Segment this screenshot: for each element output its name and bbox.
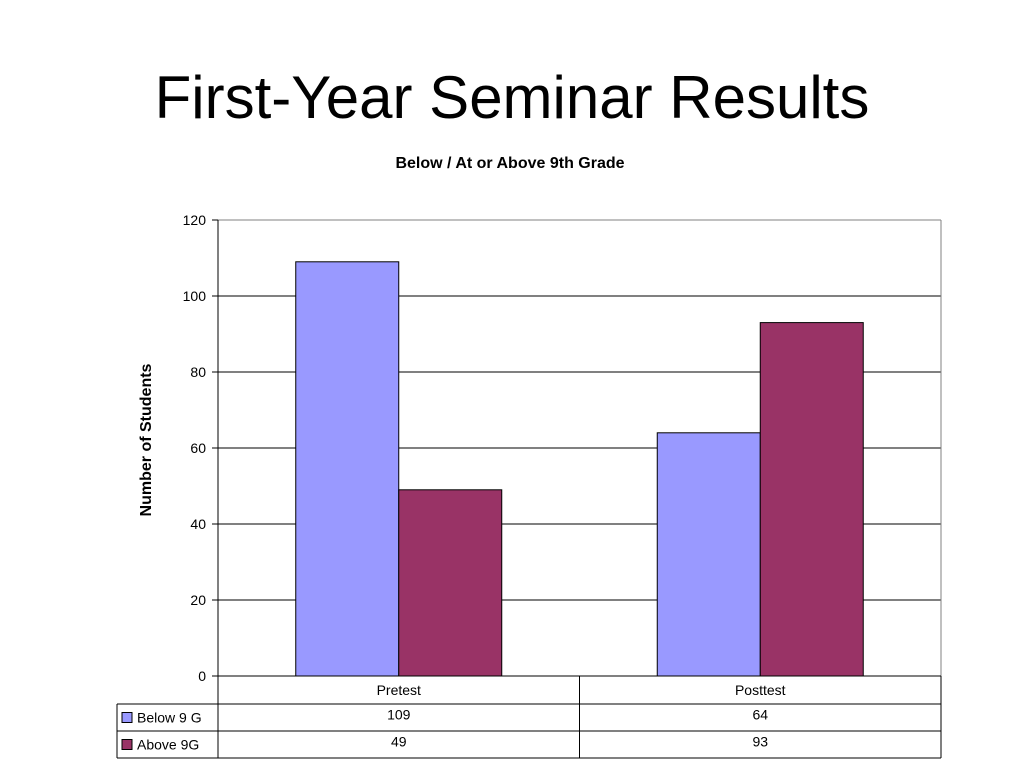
bar: [398, 489, 503, 677]
plot-area: 0 20 40 60 80 100 120: [183, 212, 942, 684]
y-tick-label: 120: [183, 212, 207, 228]
table-category-header: Posttest: [735, 682, 786, 698]
legend-swatch: [121, 712, 133, 723]
bar: [759, 322, 864, 677]
y-tick-label: 0: [198, 668, 206, 684]
y-tick-label: 100: [183, 288, 207, 304]
y-tick-label: 80: [190, 364, 206, 380]
y-tick-label: 40: [190, 516, 206, 532]
data-table: Pretest Posttest Below 9 G 109 64 Above 9G 49 9…: [116, 676, 942, 759]
y-tick-label: 20: [190, 592, 206, 608]
table-category-header: Pretest: [377, 682, 421, 698]
bar: [656, 432, 761, 677]
y-tick-label: 60: [190, 440, 206, 456]
table-value: 109: [387, 707, 411, 723]
legend-label: Above 9G: [137, 737, 199, 753]
legend-swatch: [121, 739, 133, 750]
chart-title: Below / At or Above 9th Grade: [395, 155, 624, 172]
table-value: 49: [391, 734, 407, 750]
bar: [295, 261, 400, 677]
table-value: 64: [752, 707, 768, 723]
legend-label: Below 9 G: [137, 710, 202, 726]
table-value: 93: [752, 734, 768, 750]
y-axis-label: Number of Students: [138, 363, 155, 516]
slide-title: First-Year Seminar Results: [154, 64, 870, 131]
